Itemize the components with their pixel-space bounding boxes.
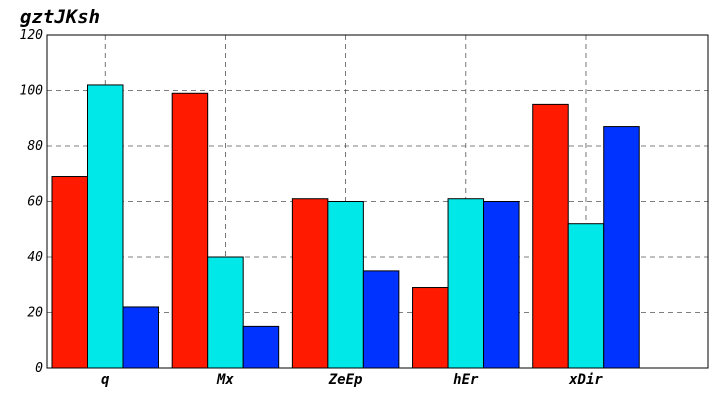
x-tick-label: ZeEp — [328, 372, 363, 388]
y-tick-label: 120 — [20, 28, 44, 43]
bar-Mx-series-2 — [207, 256, 244, 369]
bar-hEr-series-3 — [483, 201, 520, 369]
x-axis-ticks: q Mx ZeEp hEr xDir — [101, 372, 603, 388]
y-tick-label: 20 — [27, 306, 43, 321]
bars — [51, 84, 640, 369]
y-tick-label: 40 — [27, 250, 43, 265]
bar-q-series-1 — [51, 176, 88, 369]
y-tick-label: 80 — [27, 139, 43, 154]
x-tick-label: hEr — [453, 372, 479, 388]
y-tick-label: 100 — [20, 84, 44, 99]
x-tick-label: xDir — [568, 372, 603, 388]
bar-xDir-series-2 — [567, 223, 605, 369]
bar-q-series-3 — [122, 306, 159, 369]
bar-xDir-series-3 — [603, 126, 640, 369]
bar-hEr-series-2 — [447, 198, 485, 369]
bar-ZeEp-series-3 — [362, 270, 400, 369]
bar-Mx-series-3 — [242, 325, 280, 369]
bar-Mx-series-1 — [171, 92, 209, 369]
chart-title: gztJKsh — [20, 6, 101, 28]
bar-ZeEp-series-2 — [327, 201, 364, 369]
bar-hEr-series-1 — [412, 287, 449, 369]
y-tick-label: 0 — [35, 361, 43, 376]
x-tick-label: q — [101, 372, 110, 388]
y-axis-ticks: 0 20 40 60 80 100 120 — [20, 28, 44, 376]
bar-xDir-series-1 — [532, 103, 569, 369]
plot-frame — [46, 34, 709, 369]
bar-ZeEp-series-1 — [291, 198, 329, 369]
y-tick-label: 60 — [27, 195, 43, 210]
bar-q-series-2 — [87, 84, 124, 369]
x-tick-label: Mx — [216, 372, 234, 388]
